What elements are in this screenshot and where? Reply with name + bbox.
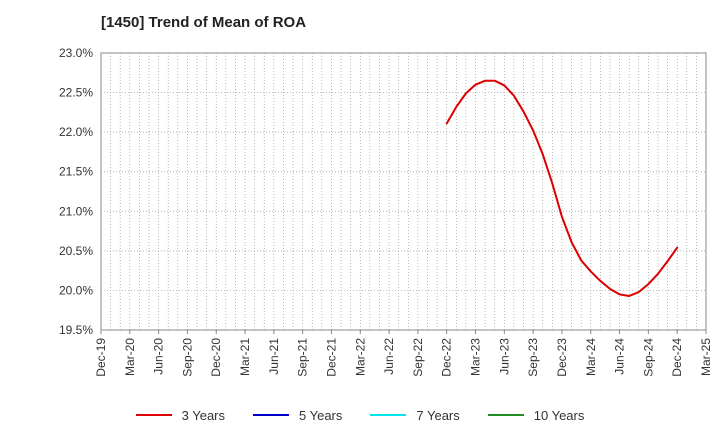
legend-label: 10 Years xyxy=(533,407,585,423)
y-tick-label: 20.0% xyxy=(59,283,93,297)
x-tick-label: Jun-22 xyxy=(382,338,396,375)
x-tick-label: Jun-23 xyxy=(497,338,511,375)
y-tick-label: 22.0% xyxy=(59,125,93,139)
x-tick-label: Mar-25 xyxy=(699,338,713,376)
y-tick-labels: 19.5% 20.0% 20.5% 21.0% 21.5% 22.0% 22.5% 23.0% xyxy=(59,46,93,337)
x-tick-label: Jun-24 xyxy=(613,338,627,375)
legend-swatch xyxy=(253,414,289,416)
x-tick-label: Mar-21 xyxy=(238,338,252,376)
legend-item: 7 Years xyxy=(370,407,460,423)
x-tick-label: Sep-24 xyxy=(641,338,655,377)
x-tick-label: Dec-19 xyxy=(94,338,108,377)
legend-label: 3 Years xyxy=(181,407,225,423)
legend: 3 Years 5 Years 7 Years 10 Years xyxy=(0,404,720,426)
series-line-3-years xyxy=(445,79,679,297)
chart-title: [1450] Trend of Mean of ROA xyxy=(101,14,307,31)
legend-item: 3 Years xyxy=(135,407,225,423)
x-tick-label: Sep-20 xyxy=(180,338,194,377)
x-tick-label: Mar-20 xyxy=(123,338,137,376)
grid xyxy=(101,53,706,330)
x-tick-label: Dec-23 xyxy=(555,338,569,377)
x-tick-label: Jun-20 xyxy=(152,338,166,375)
legend-swatch xyxy=(487,414,524,416)
y-tick-label: 19.5% xyxy=(59,323,93,337)
y-tick-label: 21.5% xyxy=(59,165,93,179)
x-tick-label: Mar-23 xyxy=(469,338,483,376)
x-tick-label: Dec-21 xyxy=(324,338,338,377)
x-tick-label: Mar-22 xyxy=(353,338,367,376)
legend-label: 5 Years xyxy=(299,407,343,423)
x-tick-label: Mar-24 xyxy=(584,338,598,376)
x-tick-label: Sep-21 xyxy=(296,338,310,377)
x-tick-labels: Dec-19 Mar-20 Jun-20 Sep-20 Dec-20 Mar-21 Jun-… xyxy=(94,338,713,377)
x-tick-label: Dec-24 xyxy=(670,338,684,377)
axes xyxy=(100,52,707,334)
legend-item: 10 Years xyxy=(487,407,585,423)
legend-swatch xyxy=(370,414,407,416)
y-tick-label: 20.5% xyxy=(59,244,93,258)
y-tick-label: 21.0% xyxy=(59,204,93,218)
x-tick-label: Sep-23 xyxy=(526,338,540,377)
x-tick-label: Jun-21 xyxy=(267,338,281,375)
y-tick-label: 23.0% xyxy=(59,46,93,60)
x-tick-label: Sep-22 xyxy=(411,338,425,377)
plot-area-border xyxy=(100,52,707,331)
series-lines xyxy=(445,79,679,297)
legend-label: 7 Years xyxy=(416,407,460,423)
x-tick-label: Dec-20 xyxy=(209,338,223,377)
legend-swatch xyxy=(135,414,172,416)
legend-item: 5 Years xyxy=(253,408,342,423)
x-tick-label: Dec-22 xyxy=(440,338,454,377)
y-tick-label: 22.5% xyxy=(59,86,93,100)
